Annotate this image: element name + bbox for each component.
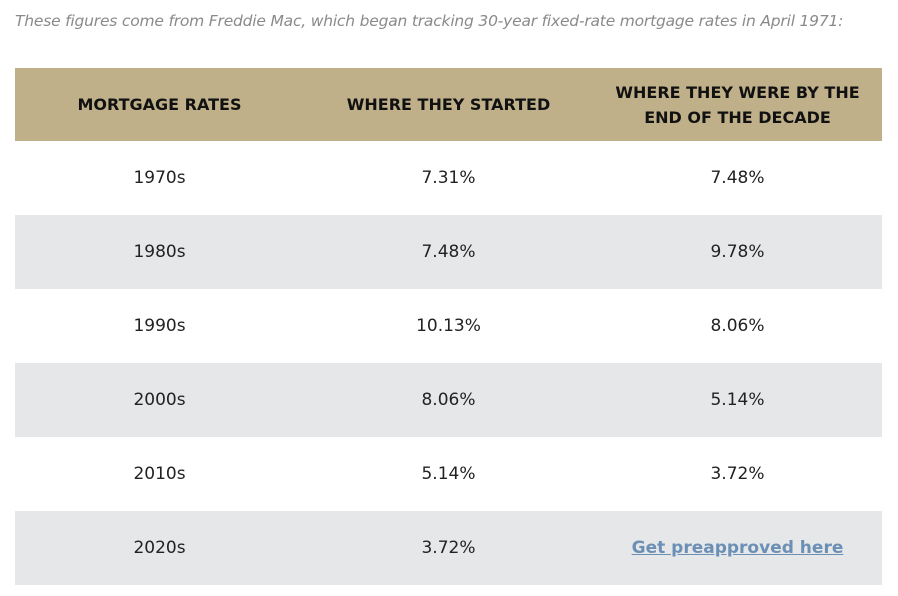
table-row: 1990s 10.13% 8.06% <box>15 289 882 363</box>
table-cell: 9.78% <box>593 215 882 289</box>
table-cell: Get preapproved here <box>593 511 882 585</box>
table-head: MORTGAGE RATES WHERE THEY STARTED WHERE TH… <box>15 68 882 141</box>
table-cell: 1980s <box>15 215 304 289</box>
table-row: 2020s 3.72% Get preapproved here <box>15 511 882 585</box>
table-cell: 7.48% <box>304 215 593 289</box>
table-cell: 1990s <box>133 316 186 336</box>
table-cell: 3.72% <box>304 511 593 585</box>
table-row: 2000s 8.06% 5.14% <box>15 363 882 437</box>
rates-table: MORTGAGE RATES WHERE THEY STARTED WHERE TH… <box>15 68 882 585</box>
table-cell: 2000s <box>15 363 304 437</box>
table-cell: 5.14% <box>593 363 882 437</box>
table-cell: 3.72% <box>710 464 765 484</box>
table-body: 1970s 7.31% 7.48% 1980s 7.48% 9.78% 1990s 10.13… <box>15 141 882 585</box>
table-cell: 10.13% <box>416 316 481 336</box>
column-header: WHERE THEY STARTED <box>304 68 593 141</box>
table-cell: 2020s <box>15 511 304 585</box>
table-cell: 2010s <box>133 464 186 484</box>
table-cell: 8.06% <box>304 363 593 437</box>
intro-text: These figures come from Freddie Mac, whi… <box>15 12 844 30</box>
table-cell: 8.06% <box>710 316 765 336</box>
table-cell: 7.48% <box>710 168 765 188</box>
table-row: 2010s 5.14% 3.72% <box>15 437 882 511</box>
table-cell: 5.14% <box>421 464 476 484</box>
table-cell: 7.31% <box>421 168 476 188</box>
column-header: MORTGAGE RATES <box>15 68 304 141</box>
table-row: 1980s 7.48% 9.78% <box>15 215 882 289</box>
table-row: 1970s 7.31% 7.48% <box>15 141 882 215</box>
header-row: MORTGAGE RATES WHERE THEY STARTED WHERE TH… <box>15 68 882 141</box>
table-cell: 1970s <box>133 168 186 188</box>
column-header: WHERE THEY WERE BY THE END OF THE DECADE <box>593 68 882 141</box>
preapproval-link[interactable]: Get preapproved here <box>631 538 844 558</box>
